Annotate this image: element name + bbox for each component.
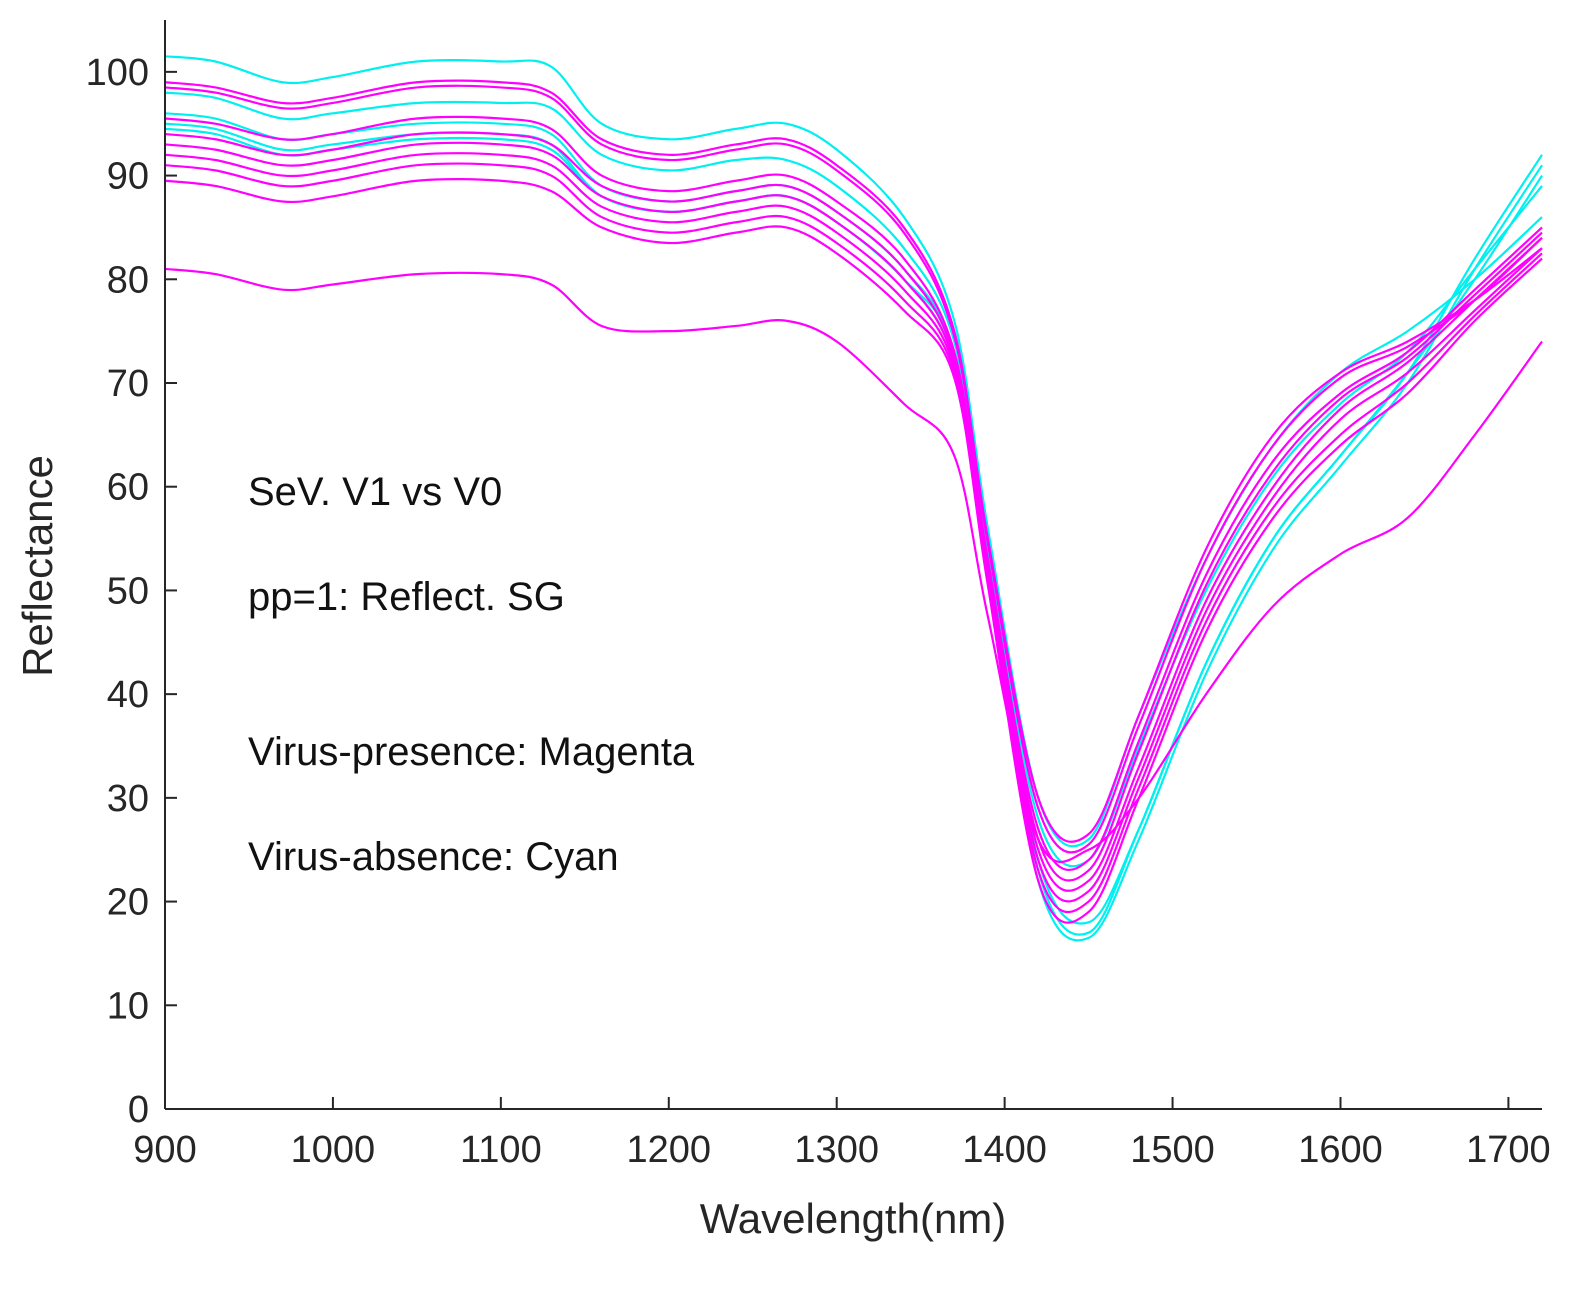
series-line-virus-presence-3	[164, 115, 1543, 872]
x-tick-label: 1400	[962, 1129, 1047, 1171]
x-tick-label: 1500	[1130, 1129, 1215, 1171]
series-line-virus-presence-9	[164, 267, 1543, 863]
x-tick-label: 1100	[460, 1129, 542, 1171]
series-line-virus-presence-6	[164, 152, 1543, 903]
y-axis-label: Reflectance	[14, 455, 61, 677]
series-line-virus-presence-7	[164, 162, 1543, 914]
series-line-virus-absence-5	[164, 127, 1543, 936]
y-tick-label: 60	[107, 467, 149, 509]
y-tick-layer: 0 10 20 30 40 50 60 70 80 90 100	[86, 52, 177, 1131]
x-tick-label: 1700	[1466, 1129, 1551, 1171]
series-line-virus-presence-4	[164, 131, 1543, 882]
x-tick-label: 1300	[794, 1129, 879, 1171]
annotation-virus-absence: Virus-absence: Cyan	[248, 835, 619, 879]
annotation-dataset: SeV. V1 vs V0	[248, 470, 502, 514]
y-tick-label: 70	[107, 363, 149, 405]
x-tick-label: 1600	[1298, 1129, 1383, 1171]
y-tick-label: 50	[107, 570, 149, 612]
y-tick-label: 90	[107, 156, 149, 198]
x-tick-layer: 900 1000 1100 1200 1300 1400 1500 1600 1700	[133, 1097, 1551, 1171]
y-tick-label: 0	[128, 1089, 149, 1131]
series-line-virus-presence-5	[164, 141, 1543, 892]
axes-layer	[164, 20, 1542, 1110]
annotation-virus-presence: Virus-presence: Magenta	[248, 730, 695, 774]
y-tick-label: 100	[86, 52, 149, 94]
y-tick-label: 30	[107, 778, 149, 820]
y-tick-label: 40	[107, 674, 149, 716]
series-line-virus-presence-2	[164, 84, 1543, 854]
series-line-virus-absence-2	[164, 91, 1543, 868]
x-tick-label: 1000	[291, 1129, 376, 1171]
y-tick-label: 20	[107, 882, 149, 924]
series-layer	[164, 55, 1543, 942]
x-tick-label: 900	[133, 1129, 196, 1171]
x-axis-label: Wavelength(nm)	[700, 1195, 1007, 1242]
series-line-virus-presence-8	[164, 178, 1543, 924]
annotation-preprocessing: pp=1: Reflect. SG	[248, 575, 565, 619]
y-tick-label: 10	[107, 985, 149, 1027]
x-tick-label: 1200	[627, 1129, 712, 1171]
y-tick-label: 80	[107, 259, 149, 301]
series-line-virus-presence-1	[164, 79, 1543, 843]
